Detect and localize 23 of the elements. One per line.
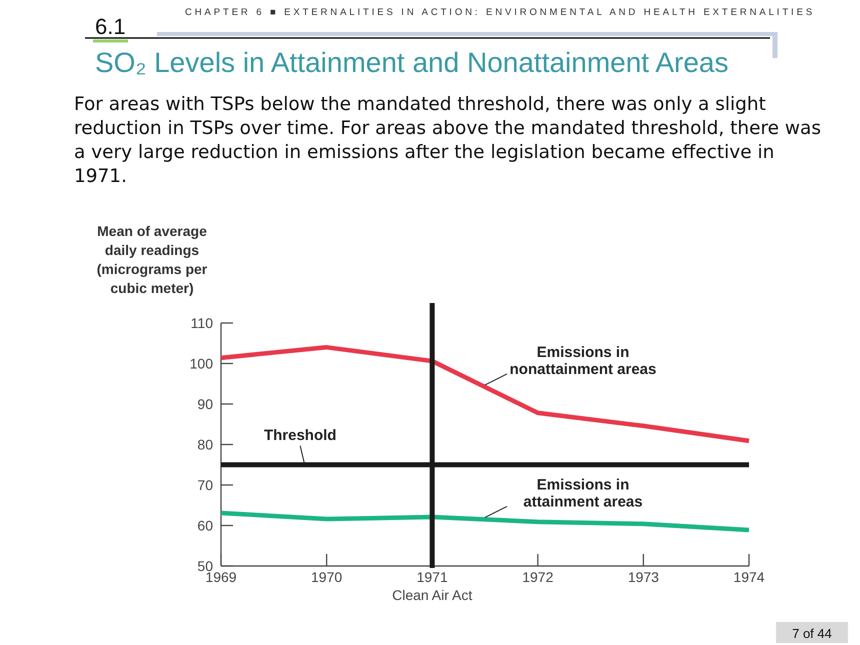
- y-tick-label: 90: [197, 396, 214, 412]
- x-tick-label: 1973: [628, 569, 660, 585]
- text: 6.1: [95, 14, 126, 39]
- text: 7 of 44: [792, 626, 832, 641]
- series-label: Emissions in attainment areas: [523, 476, 643, 510]
- y-tick-label: 110: [190, 315, 214, 331]
- line-series: [218, 510, 752, 532]
- series-label: Emissions in nonattainment areas: [510, 344, 656, 378]
- chart-title: SO₂ Levels in Attainment and Nonattainment Areas: [95, 47, 728, 78]
- x-tick-label: 1974: [733, 569, 765, 585]
- line-series: [218, 345, 752, 444]
- y-tick-label: 80: [197, 436, 214, 452]
- chart-subtitle: For areas with TSPs below the mandated threshold, there was only a slight reduction in TSPs over time. For areas above the mandated threshold, there was a very large reduction in emissions after the legislation became effective in 1971.: [74, 93, 822, 189]
- x-tick-label: 1972: [522, 569, 554, 585]
- text: CHAPTER 6 ■ EXTERNALITIES IN ACTION: ENVIRONMENTAL AND HEALTH EXTERNALITIES: [185, 7, 816, 18]
- y-tick-label: 60: [197, 518, 214, 534]
- ref-line-label: Threshold: [264, 426, 336, 444]
- x-tick-label: 1971: [416, 569, 448, 585]
- y-tick-label: 70: [197, 477, 214, 493]
- y-axis-title: Mean of average daily readings (micrograms per cubic meter): [96, 222, 208, 298]
- y-tick-label: 100: [190, 356, 214, 372]
- x-tick-label: 1970: [311, 569, 342, 585]
- ref-line-label: Clean Air Act: [392, 587, 472, 603]
